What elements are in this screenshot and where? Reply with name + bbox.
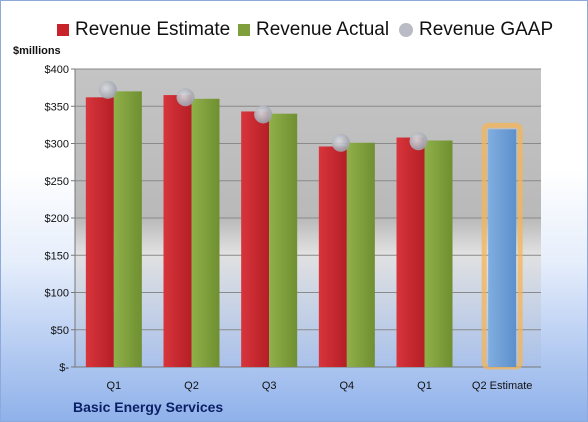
revenue-gaap-marker	[254, 105, 273, 124]
revenue-actual-bar	[424, 140, 453, 367]
company-name: Basic Energy Services	[73, 399, 224, 415]
x-tick-label: Q4	[339, 380, 354, 392]
legend-item-revenue-estimate: Revenue Estimate	[57, 15, 230, 45]
legend-item-revenue-gaap: Revenue GAAP	[399, 15, 553, 45]
legend-label-revenue-estimate: Revenue Estimate	[75, 19, 231, 40]
revenue-actual-bar	[191, 98, 220, 368]
x-tick-label: Q3	[262, 380, 277, 392]
q2-estimate-bar	[488, 129, 517, 367]
revenue-actual-bar	[113, 91, 142, 367]
revenue-estimate-bar	[85, 97, 114, 367]
y-tick-label: $50	[51, 325, 69, 337]
legend-label-revenue-gaap: Revenue GAAP	[419, 19, 554, 40]
legend-item-revenue-actual: Revenue Actual	[238, 15, 389, 45]
y-tick-label: $300	[45, 139, 69, 151]
revenue-gaap-marker	[409, 132, 428, 151]
y-tick-label: $200	[45, 213, 69, 225]
x-tick-label: Q1	[106, 380, 121, 392]
x-tick-label: Q2	[184, 380, 199, 392]
revenue-gaap-marker	[331, 133, 350, 152]
y-tick-label: $-	[59, 362, 69, 374]
chart-plot: $- $50 $100 $150 $200 $250 $300 $350 $400 Q1 Q2 Q3 Q…	[45, 64, 541, 392]
x-tick-label: Q1	[417, 380, 432, 392]
legend-swatch-revenue-actual	[238, 24, 250, 36]
legend-swatch-revenue-gaap	[399, 23, 413, 37]
y-tick-label: $400	[45, 64, 69, 76]
revenue-actual-bar	[346, 142, 375, 367]
y-axis-unit-label: $millions	[13, 45, 61, 57]
revenue-estimate-bar	[396, 137, 425, 367]
x-tick-label: Q2 Estimate	[472, 380, 533, 392]
revenue-actual-bar	[269, 113, 298, 367]
legend-label-revenue-actual: Revenue Actual	[256, 19, 390, 40]
revenue-estimate-bar	[318, 146, 347, 367]
y-tick-label: $100	[45, 288, 69, 300]
revenue-estimate-bar	[241, 111, 270, 367]
y-tick-label: $250	[45, 176, 69, 188]
revenue-gaap-marker	[176, 88, 195, 107]
legend-swatch-revenue-estimate	[57, 24, 69, 36]
y-tick-label: $350	[45, 101, 69, 113]
legend: Revenue Estimate Revenue Actual Revenue …	[1, 15, 588, 45]
y-tick-label: $150	[45, 250, 69, 262]
revenue-estimate-bar	[163, 95, 192, 367]
revenue-gaap-marker	[98, 80, 117, 99]
